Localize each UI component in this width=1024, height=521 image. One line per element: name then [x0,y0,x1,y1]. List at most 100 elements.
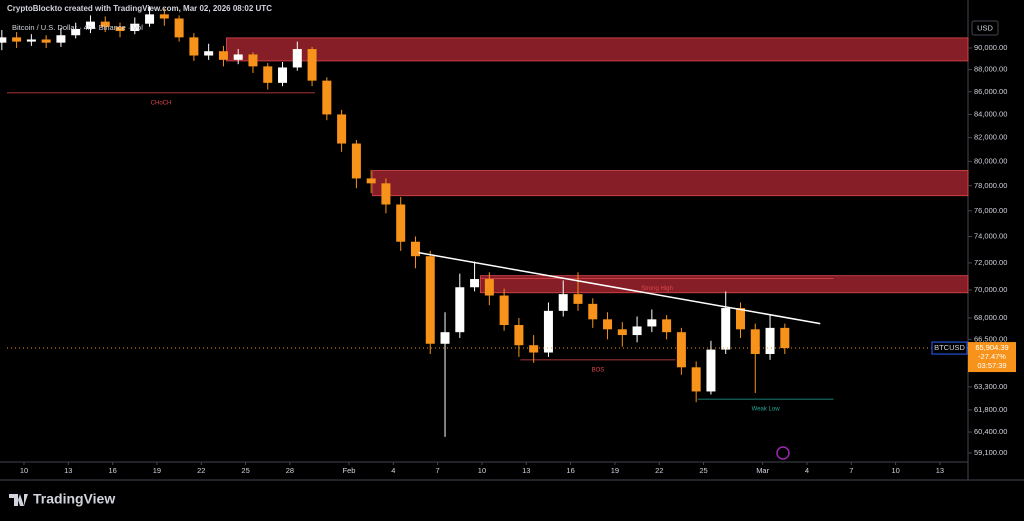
candle-body [543,310,553,353]
x-tick-label: 22 [655,466,663,475]
candle-body [514,325,524,346]
currency-box [971,20,999,36]
candle-body [691,367,701,392]
candle-body [218,51,228,60]
x-tick-label: 19 [153,466,161,475]
brand: TradingView [33,491,115,507]
x-tick-label: 7 [849,466,853,475]
candle-body [499,295,509,326]
symbol-tag: BTCUSD [934,343,965,352]
y-tick-label: 78,000.00 [974,181,1007,190]
candle-body [366,178,376,184]
x-tick-label: Mar [756,466,769,475]
currency: USD [977,23,993,32]
x-tick-label: 25 [241,466,249,475]
price-tag: 65,904.39 [975,343,1008,352]
candle-body [396,204,406,242]
candle-body [470,279,480,288]
y-tick-label: 68,000.00 [974,313,1007,322]
level-label: BOS [592,367,605,373]
candle-body [425,256,435,344]
icon[interactable] [776,446,790,460]
candle-body [100,21,110,27]
y-tick-label: 76,000.00 [974,206,1007,215]
price-tag-box [968,342,1016,373]
x-tick-label: 10 [478,466,486,475]
x-tick-label: 13 [936,466,944,475]
x-tick-label: 16 [108,466,116,475]
candle-body [617,329,627,336]
candle-body [41,39,51,43]
y-tick-label: 86,000.00 [974,87,1007,96]
candle-body [558,294,568,311]
y-tick-label: 63,300.00 [974,382,1007,391]
candle-body [130,23,140,32]
candle-body [529,345,539,353]
candle-body [26,39,36,42]
candle-body [278,67,288,83]
candle-body [381,183,391,205]
candle-body [603,319,613,330]
candle-body [71,28,81,36]
y-tick-label: 74,000.00 [974,231,1007,240]
candle-body [647,319,657,327]
y-tick-label: 72,000.00 [974,258,1007,267]
brand-logo [9,494,28,506]
candle-body [735,308,745,330]
candle-body [189,37,199,56]
y-tick-label: 84,000.00 [974,109,1007,118]
candle-body [145,14,155,24]
candle-body [780,327,790,349]
y-tick-label: 88,000.00 [974,65,1007,74]
candle-body [115,26,125,32]
supply-zone [480,275,969,294]
candle-body [573,294,583,304]
credit: CryptoBlockto created with TradingView.c… [7,4,272,13]
candle-body [662,319,672,333]
candle-body [410,241,420,257]
x-tick-label: 22 [197,466,205,475]
candle-body [351,143,361,179]
candle-body [337,114,347,144]
candle-body [204,51,214,56]
candle-body [292,49,302,68]
candle-body [56,35,66,43]
y-tick-label: 70,000.00 [974,285,1007,294]
candle-body [85,21,95,29]
candle-body [721,308,731,350]
x-tick-label: 25 [699,466,707,475]
candle-body [322,80,332,115]
candle-body [440,332,450,344]
x-tick-label: 10 [891,466,899,475]
candle-body [765,327,775,354]
change-tag: -27.47% [978,352,1006,361]
x-tick-label: 13 [64,466,72,475]
x-tick-label: 7 [436,466,440,475]
x-tick-label: 4 [391,466,395,475]
x-tick-label: 28 [286,466,294,475]
y-tick-label: 82,000.00 [974,133,1007,142]
x-tick-label: 4 [805,466,809,475]
candle-body [455,287,465,333]
candle-body [676,332,686,368]
level-label: Weak Low [752,407,781,413]
level-label: CHoCH [151,100,172,106]
candle-body [588,303,598,320]
candle-body [0,37,7,43]
plot-area: CHoCH BOS Strong High Weak Low [0,6,969,437]
candle-body [307,49,317,81]
symbol-legend: Bitcoin / U.S. Dollar · 4h · Binance · V… [12,23,143,32]
trendline [418,251,821,325]
candle-body [12,37,22,42]
supply-zone [372,170,969,197]
x-tick-label: 13 [522,466,530,475]
candle-body [632,326,642,336]
candle-body [484,279,494,296]
level-label: Strong High [641,286,673,292]
x-tick-label: 10 [20,466,28,475]
candle-body [706,349,716,392]
candle-body [248,54,258,67]
y-tick-label: 90,000.00 [974,43,1007,52]
